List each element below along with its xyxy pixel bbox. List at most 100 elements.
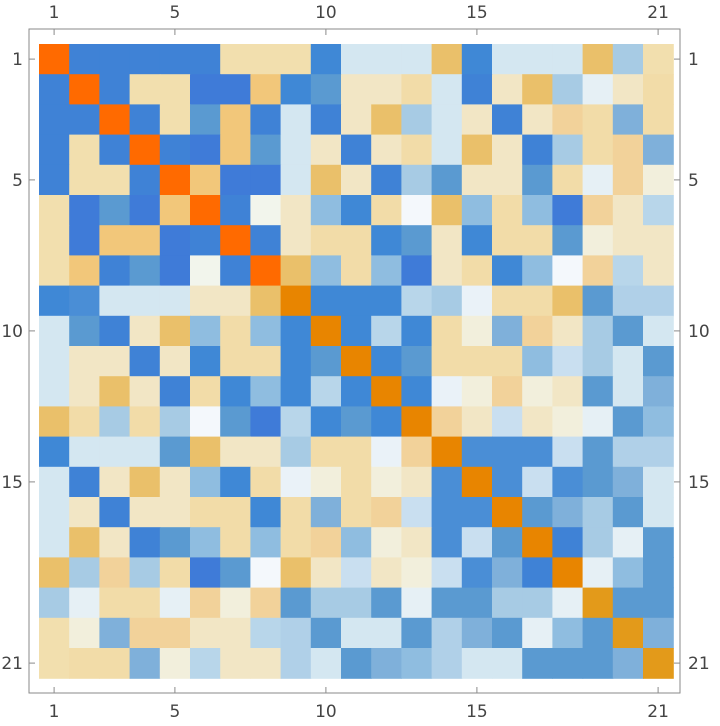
tick-label-bottom-1: 1 — [49, 702, 60, 722]
heatmap-cell-r4-c5 — [159, 134, 191, 166]
heatmap-cell-r14-c18 — [552, 436, 584, 468]
heatmap-cell-r6-c21 — [643, 195, 674, 226]
heatmap-cell-r21-c18 — [552, 648, 584, 679]
heatmap-cell-r15-c7 — [220, 466, 251, 498]
heatmap-cell-r17-c13 — [401, 527, 433, 558]
heatmap-cell-r3-c5 — [159, 104, 191, 136]
heatmap-cell-r12-c12 — [371, 376, 402, 407]
heatmap-cell-r11-c9 — [280, 346, 312, 377]
heatmap-cell-r19-c17 — [522, 587, 553, 619]
heatmap-cell-r9-c15 — [461, 285, 493, 317]
heatmap-cell-r3-c14 — [431, 104, 463, 136]
heatmap-cell-r19-c4 — [129, 587, 161, 619]
heatmap-cell-r13-c4 — [129, 406, 161, 438]
heatmap-cell-r11-c1 — [39, 346, 70, 377]
heatmap-cell-r3-c12 — [371, 104, 402, 136]
heatmap-cell-r9-c9 — [280, 285, 312, 317]
heatmap-cell-r5-c7 — [220, 164, 251, 196]
heatmap-cell-r3-c11 — [341, 104, 372, 136]
heatmap-cell-r8-c11 — [341, 255, 372, 287]
heatmap-cell-r12-c1 — [39, 376, 70, 407]
heatmap-cell-r21-c20 — [612, 648, 644, 679]
heatmap-cell-r13-c12 — [371, 406, 402, 438]
heatmap-cell-r17-c19 — [582, 527, 614, 558]
heatmap-cell-r4-c18 — [552, 134, 584, 166]
heatmap-cell-r19-c5 — [159, 587, 191, 619]
heatmap-cell-r8-c15 — [461, 255, 493, 287]
heatmap-cell-r19-c16 — [492, 587, 523, 619]
heatmap-cell-r14-c14 — [431, 436, 463, 468]
heatmap-cell-r4-c6 — [190, 134, 221, 166]
heatmap-cell-r5-c21 — [643, 164, 674, 196]
heatmap-cell-r2-c11 — [341, 74, 372, 105]
heatmap-cell-r3-c20 — [612, 104, 644, 136]
heatmap-cell-r10-c20 — [612, 315, 644, 347]
heatmap-cell-r11-c7 — [220, 346, 251, 377]
heatmap-cell-r11-c17 — [522, 346, 553, 377]
heatmap-cell-r1-c18 — [552, 44, 584, 75]
heatmap-cell-r18-c7 — [220, 557, 251, 589]
heatmap-cell-r3-c10 — [310, 104, 342, 136]
heatmap-cell-r15-c8 — [250, 466, 282, 498]
heatmap-cell-r15-c20 — [612, 466, 644, 498]
heatmap-cell-r1-c6 — [190, 44, 221, 75]
heatmap-cell-r17-c11 — [341, 527, 372, 558]
heatmap-cell-r10-c9 — [280, 315, 312, 347]
heatmap-cell-r8-c9 — [280, 255, 312, 287]
tick-label-top-1: 1 — [49, 3, 60, 23]
heatmap-cell-r18-c3 — [99, 557, 131, 589]
tick-label-left-10: 10 — [1, 322, 23, 342]
heatmap-cell-r21-c10 — [310, 648, 342, 679]
tick-label-top-10: 10 — [315, 3, 337, 23]
tick-label-right-15: 15 — [688, 473, 710, 493]
heatmap-cell-r10-c3 — [99, 315, 131, 347]
heatmap-cell-r7-c20 — [612, 225, 644, 256]
tick-label-right-5: 5 — [688, 171, 699, 191]
heatmap-cell-r14-c19 — [582, 436, 614, 468]
heatmap-cell-r4-c14 — [431, 134, 463, 166]
heatmap-cell-r7-c8 — [250, 225, 282, 256]
heatmap-cell-r6-c2 — [69, 195, 100, 226]
heatmap-cell-r2-c13 — [401, 74, 433, 105]
heatmap-cell-r16-c7 — [220, 497, 251, 528]
heatmap-cell-r20-c11 — [341, 617, 372, 649]
heatmap-cell-r2-c12 — [371, 74, 402, 105]
heatmap-cell-r15-c19 — [582, 466, 614, 498]
plot-frame — [28, 28, 681, 694]
heatmap-cell-r21-c21 — [643, 648, 674, 679]
heatmap-cell-r1-c7 — [220, 44, 251, 75]
heatmap-cell-r12-c20 — [612, 376, 644, 407]
heatmap-cell-r15-c18 — [552, 466, 584, 498]
heatmap-cell-r20-c18 — [552, 617, 584, 649]
heatmap-cell-r17-c15 — [461, 527, 493, 558]
heatmap-cell-r7-c4 — [129, 225, 161, 256]
heatmap-cell-r6-c16 — [492, 195, 523, 226]
heatmap-cell-r4-c7 — [220, 134, 251, 166]
heatmap-cell-r7-c6 — [190, 225, 221, 256]
heatmap-cell-r12-c9 — [280, 376, 312, 407]
heatmap-cell-r2-c20 — [612, 74, 644, 105]
heatmap-cell-r19-c19 — [582, 587, 614, 619]
heatmap-cell-r20-c20 — [612, 617, 644, 649]
heatmap-cell-r15-c16 — [492, 466, 523, 498]
heatmap-cell-r17-c14 — [431, 527, 463, 558]
heatmap-cell-r19-c6 — [190, 587, 221, 619]
heatmap-cell-r11-c8 — [250, 346, 282, 377]
heatmap-cell-r15-c12 — [371, 466, 402, 498]
heatmap-cell-r21-c7 — [220, 648, 251, 679]
heatmap-cell-r9-c16 — [492, 285, 523, 317]
heatmap-cell-r4-c10 — [310, 134, 342, 166]
heatmap-cell-r9-c12 — [371, 285, 402, 317]
heatmap-cell-r15-c9 — [280, 466, 312, 498]
heatmap-cell-r13-c16 — [492, 406, 523, 438]
heatmap-cell-r2-c8 — [250, 74, 282, 105]
heatmap-cell-r14-c9 — [280, 436, 312, 468]
heatmap-cell-r14-c10 — [310, 436, 342, 468]
heatmap-cell-r1-c1 — [39, 44, 70, 75]
heatmap-cell-r11-c21 — [643, 346, 674, 377]
heatmap-cell-r12-c15 — [461, 376, 493, 407]
heatmap-cell-r2-c17 — [522, 74, 553, 105]
heatmap-cell-r14-c20 — [612, 436, 644, 468]
heatmap-cell-r21-c6 — [190, 648, 221, 679]
heatmap-cell-r20-c19 — [582, 617, 614, 649]
